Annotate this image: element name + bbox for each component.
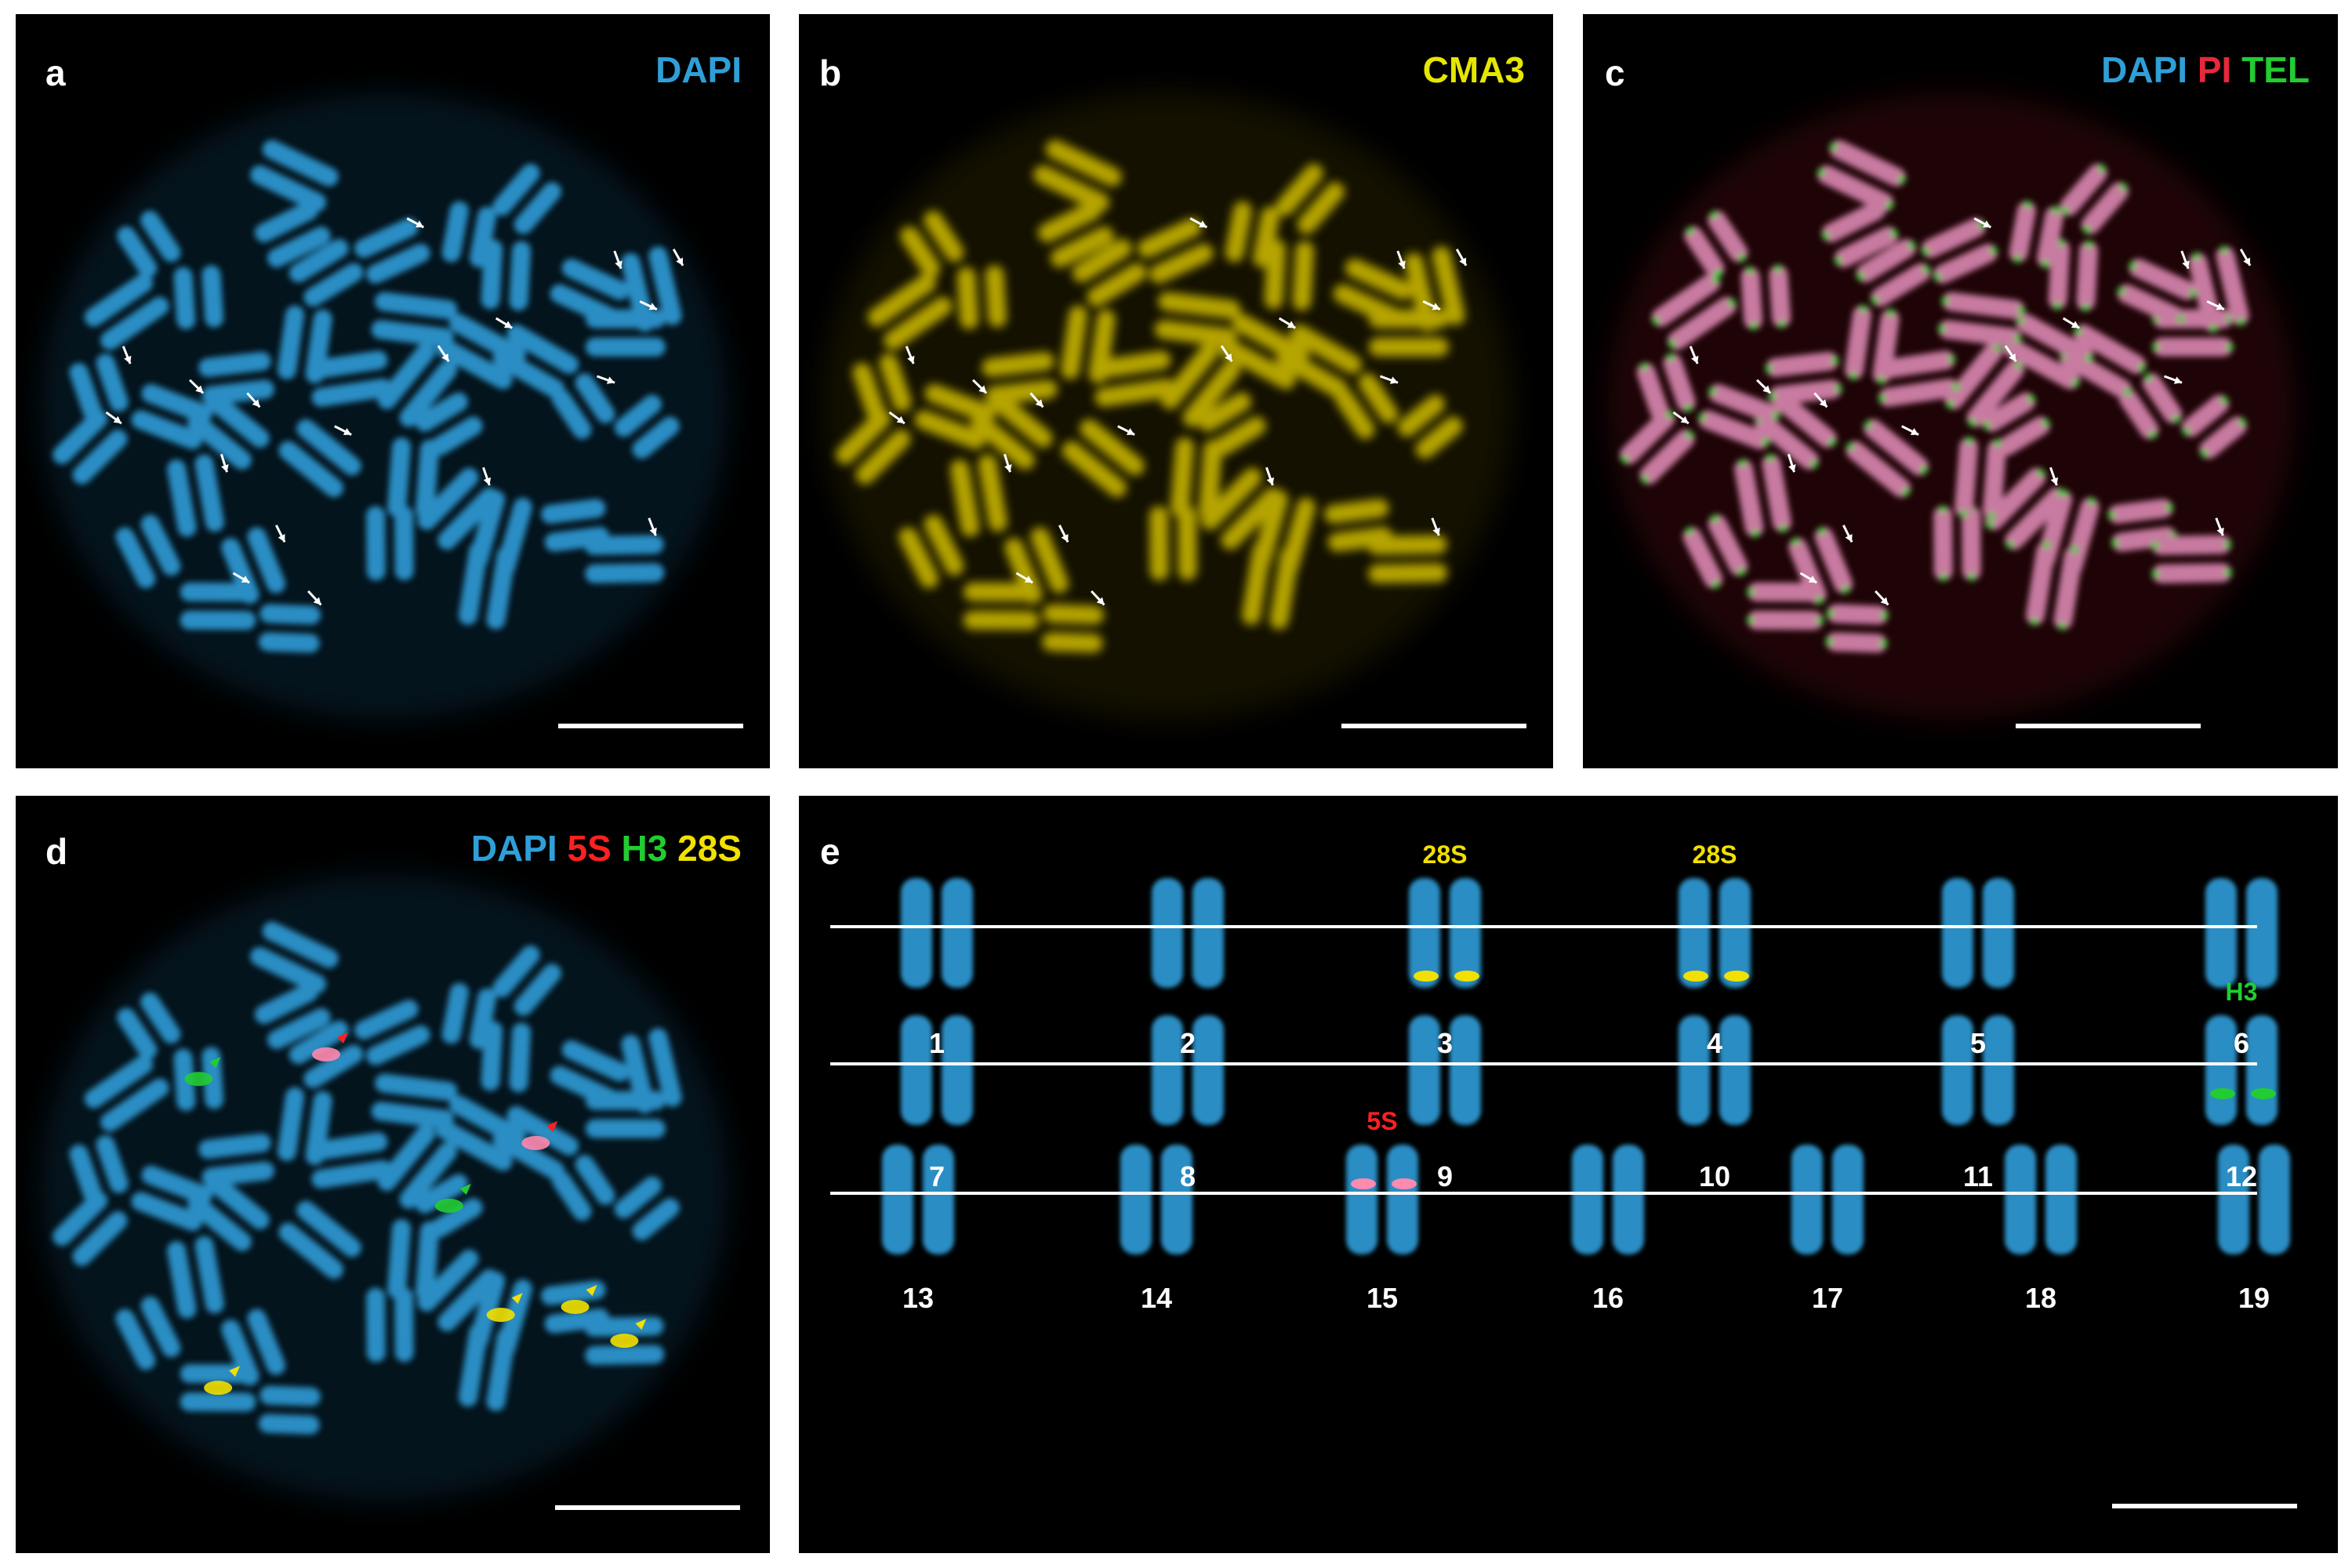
probe-label-4: 28S — [1692, 840, 1737, 869]
panel-letter: b — [819, 53, 842, 93]
panel-c-dapi-pi-tel: c DAPI PI TEL — [1583, 14, 2338, 768]
panel-a-dapi: a DAPI — [16, 14, 770, 768]
chromosome-pair-5 — [1942, 878, 2014, 988]
chromosome-number-6: 6 — [2233, 1027, 2250, 1059]
channel-label: DAPI — [655, 49, 742, 91]
chromosome-number-14: 14 — [1140, 1282, 1173, 1314]
chromosome-number-12: 12 — [2225, 1160, 2258, 1192]
chromosome-pair-3 — [1409, 878, 1481, 988]
scale-bar — [2112, 1504, 2297, 1508]
channel-h3: H3 — [621, 828, 668, 869]
panel-letter: d — [45, 831, 68, 872]
channel-cma3: CMA3 — [1422, 49, 1525, 90]
chromosome-pair-2 — [1152, 878, 1224, 988]
probe-label-12: H3 — [2225, 978, 2258, 1006]
probe-label-15: 5S — [1367, 1107, 1398, 1135]
metaphase-spread-image — [1606, 93, 2296, 720]
probe-label-3: 28S — [1422, 840, 1468, 869]
channel-dapi: DAPI — [470, 828, 557, 869]
chromosome-pair-10 — [1679, 1015, 1751, 1125]
panel-letter: a — [45, 53, 66, 93]
scale-bar — [2016, 724, 2201, 728]
chromosome-number-7: 7 — [928, 1160, 946, 1192]
chromosome-pair-15 — [1346, 1145, 1418, 1254]
chromosome-number-8: 8 — [1179, 1160, 1196, 1192]
chromosome-number-4: 4 — [1706, 1027, 1723, 1059]
channel-label: DAPI PI TEL — [2101, 49, 2310, 91]
chromosome-pair-18 — [2005, 1145, 2077, 1254]
karyotype-row-line — [830, 1192, 2257, 1195]
scale-bar — [558, 724, 743, 728]
chromosome-number-17: 17 — [1811, 1282, 1844, 1314]
chromosome-number-3: 3 — [1436, 1027, 1454, 1059]
chromosome-number-9: 9 — [1436, 1160, 1454, 1192]
chromosome-number-11: 11 — [1962, 1160, 1994, 1192]
chromosome-pair-14 — [1120, 1145, 1192, 1254]
channel-pi: PI — [2197, 49, 2232, 90]
chromosome-number-19: 19 — [2238, 1282, 2270, 1314]
chromosome-pair-19 — [2218, 1145, 2290, 1254]
chromosome-number-18: 18 — [2024, 1282, 2057, 1314]
chromosome-number-16: 16 — [1592, 1282, 1624, 1314]
channel-label: DAPI 5S H3 28S — [471, 827, 742, 869]
chromosome-pair-8 — [1152, 1015, 1224, 1125]
scale-bar — [1341, 724, 1526, 728]
panel-b-cma3: b CMA3 — [799, 14, 1553, 768]
chromosome-number-1: 1 — [928, 1027, 946, 1059]
chromosome-pair-9 — [1409, 1015, 1481, 1125]
channel-label: CMA3 — [1423, 49, 1525, 91]
karyotype-image — [882, 878, 2290, 1254]
karyotype-row-line — [830, 1062, 2257, 1065]
channel-28s: 28S — [677, 828, 742, 869]
scale-bar — [555, 1505, 740, 1510]
chromosome-number-13: 13 — [902, 1282, 935, 1314]
chromosome-pair-6 — [2205, 878, 2278, 988]
chromosome-number-5: 5 — [1969, 1027, 1987, 1059]
chromosome-pair-17 — [1791, 1145, 1864, 1254]
chromosome-pair-13 — [882, 1145, 954, 1254]
chromosome-number-2: 2 — [1179, 1027, 1196, 1059]
chromosome-pair-4 — [1679, 878, 1751, 988]
channel-dapi: DAPI — [655, 49, 742, 90]
panel-letter: e — [820, 831, 840, 872]
metaphase-spread-image — [822, 93, 1512, 720]
panel-letter: c — [1605, 53, 1625, 93]
chromosome-number-10: 10 — [1698, 1160, 1731, 1192]
chromosome-pair-16 — [1572, 1145, 1644, 1254]
chromosome-pair-1 — [901, 878, 973, 988]
chromosome-pair-7 — [901, 1015, 973, 1125]
panel-e-karyotype: e 1 2 28S 3 28S 4 5 6 7 8 9 10 11 H3 12 13 14 5S 15 16 17 18 1… — [799, 796, 2338, 1553]
metaphase-spread-image — [39, 93, 729, 720]
channel-tel: TEL — [2241, 49, 2310, 90]
channel-5s: 5S — [567, 828, 612, 869]
metaphase-spread-image — [39, 874, 729, 1501]
chromosome-pair-11 — [1942, 1015, 2014, 1125]
karyotype-row-line — [830, 925, 2257, 928]
channel-dapi: DAPI — [2101, 49, 2188, 90]
chromosome-number-15: 15 — [1366, 1282, 1399, 1314]
panel-d-fish: d DAPI 5S H3 28S — [16, 796, 770, 1553]
